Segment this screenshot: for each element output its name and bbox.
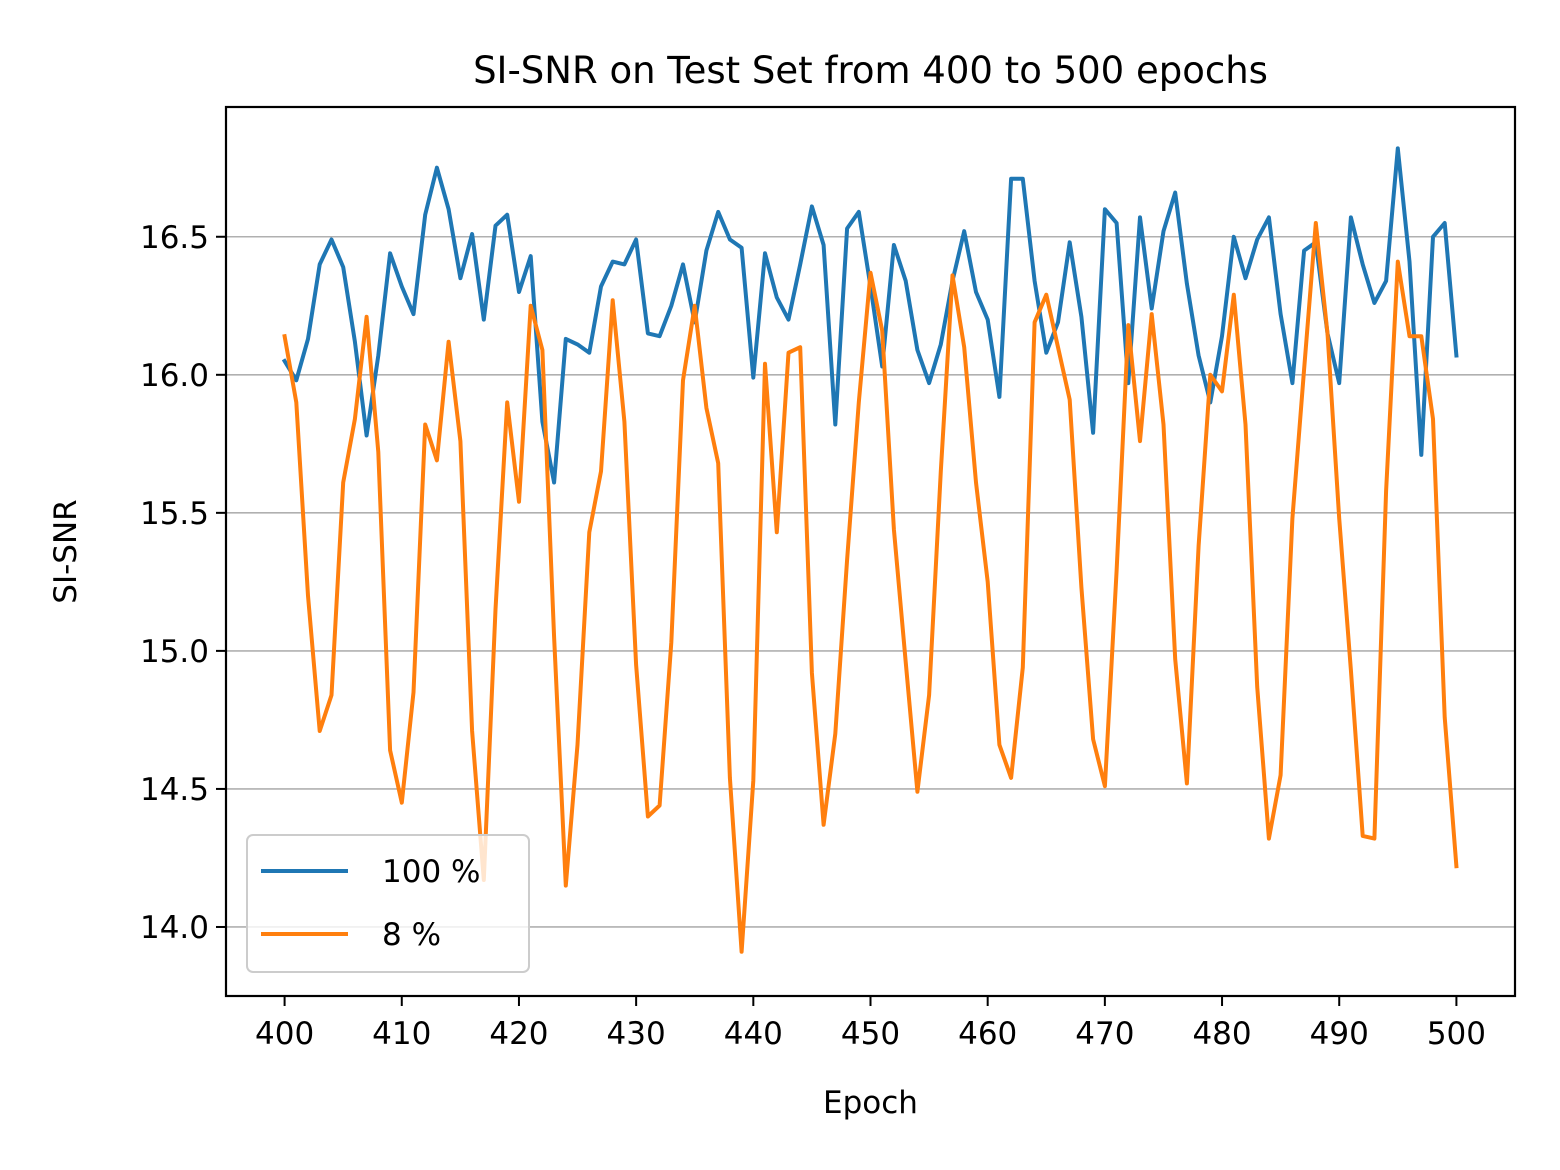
y-tick-label: 15.5 bbox=[140, 496, 209, 532]
x-tick-label: 430 bbox=[607, 1016, 666, 1052]
x-tick-label: 450 bbox=[841, 1016, 900, 1052]
x-tick-label: 460 bbox=[958, 1016, 1017, 1052]
x-tick-label: 440 bbox=[724, 1016, 783, 1052]
x-axis-label: Epoch bbox=[823, 1085, 918, 1121]
y-tick-label: 14.0 bbox=[140, 910, 209, 946]
y-tick-label: 15.0 bbox=[140, 634, 209, 670]
x-tick-label: 400 bbox=[255, 1016, 314, 1052]
y-tick-label: 16.5 bbox=[140, 220, 209, 256]
x-tick-label: 490 bbox=[1310, 1016, 1369, 1052]
legend: 100 % 8 % bbox=[246, 834, 530, 973]
y-axis-label: SI-SNR bbox=[48, 499, 84, 603]
series-line bbox=[282, 221, 1459, 954]
x-tick-label: 480 bbox=[1192, 1016, 1251, 1052]
x-tick-label: 420 bbox=[489, 1016, 548, 1052]
x-tick-label: 410 bbox=[372, 1016, 431, 1052]
x-axis: 400 410 420 430 440 450 460 470 480 490 500 bbox=[255, 996, 1486, 1052]
chart-title: SI-SNR on Test Set from 400 to 500 epoch… bbox=[473, 49, 1268, 92]
y-axis: 14.0 14.5 15.0 15.5 16.0 16.5 bbox=[140, 220, 226, 946]
x-tick-label: 500 bbox=[1427, 1016, 1486, 1052]
y-gridlines bbox=[226, 235, 1515, 928]
x-tick-label: 470 bbox=[1075, 1016, 1134, 1052]
y-tick-label: 14.5 bbox=[140, 772, 209, 808]
series-layer bbox=[281, 146, 1459, 954]
y-tick-label: 16.0 bbox=[140, 358, 209, 394]
legend-label: 8 % bbox=[382, 917, 441, 953]
legend-label: 100 % bbox=[382, 854, 480, 890]
